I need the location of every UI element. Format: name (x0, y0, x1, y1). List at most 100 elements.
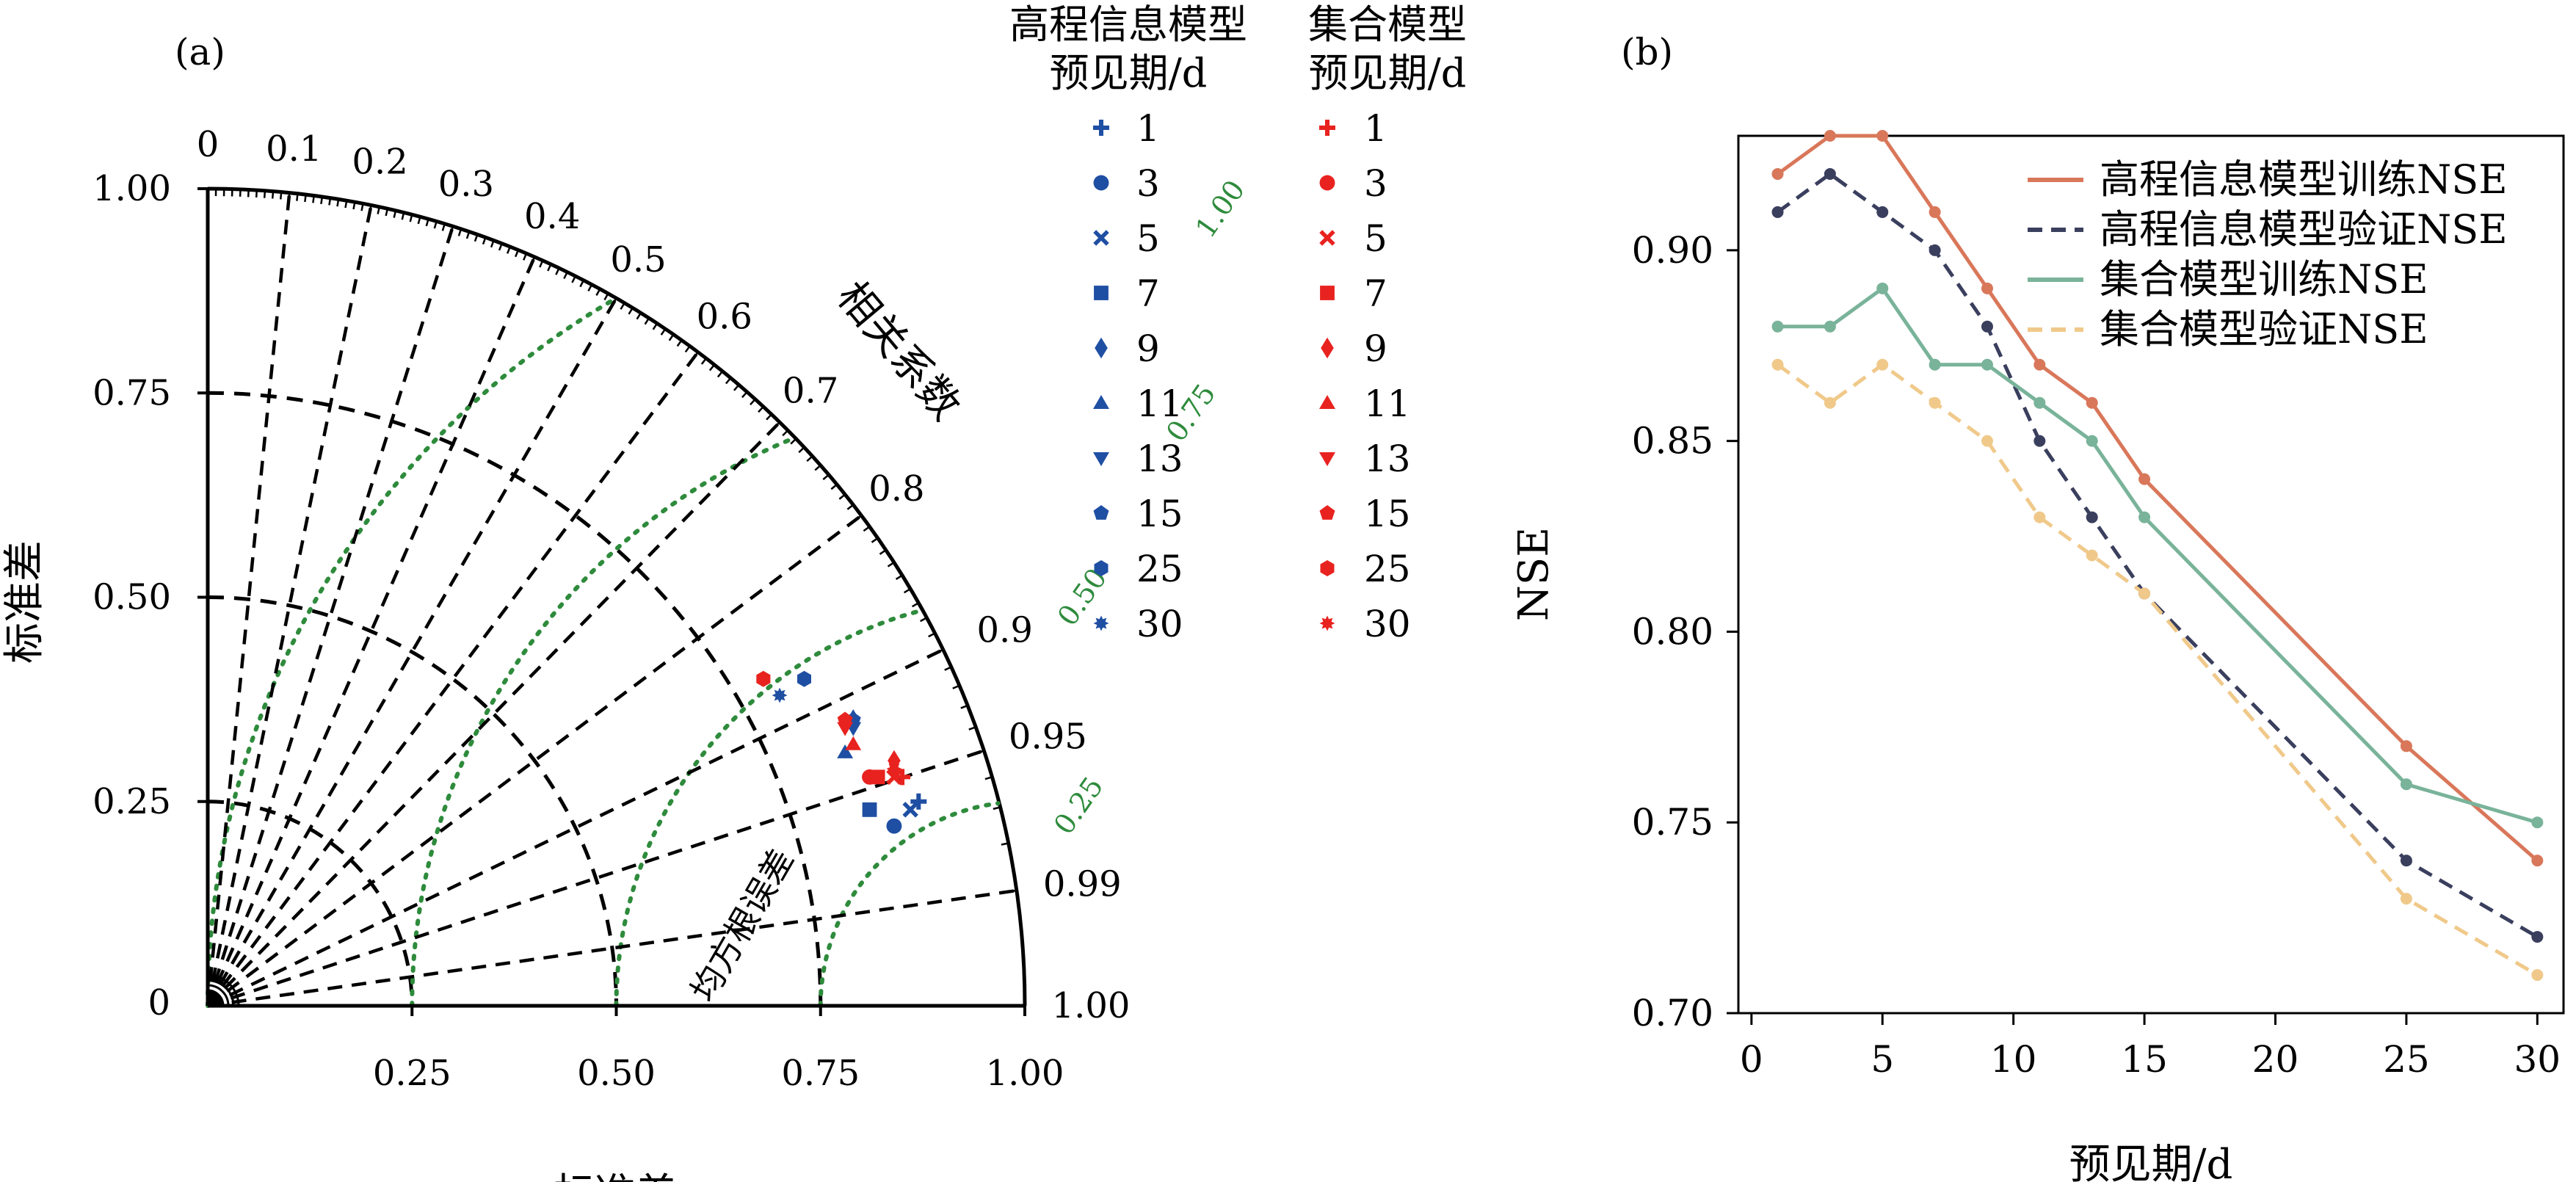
corr-minor-tick (968, 726, 976, 730)
series-point-2 (2400, 778, 2412, 791)
corr-minor-tick (928, 632, 936, 638)
legend-elev-marker-30 (1093, 615, 1109, 631)
elev-point-30 (772, 687, 788, 703)
series-point-1 (2400, 855, 2412, 867)
corr-minor-tick (895, 574, 903, 581)
corr-ray (206, 514, 863, 1007)
corr-minor-tick (465, 231, 471, 239)
legend-elev-marker-1 (1093, 120, 1109, 136)
corr-ray (206, 351, 700, 1007)
corr-minor-tick (879, 549, 887, 555)
corr-minor-tick (385, 208, 389, 217)
series-point-1 (1876, 206, 1889, 218)
taylor-grid: 0.25 0.50 0.75 1.00 0 0.1 0.2 0.3 0.4 0.5 0.6 0.7 0.… (92, 124, 1251, 1094)
x-tick-label-a: 0.25 (373, 1053, 451, 1094)
legend-ens-marker-30 (1319, 615, 1335, 631)
corr-minor-tick (563, 271, 568, 280)
plot-frame-b (1737, 134, 2565, 1015)
corr-minor-tick (612, 297, 617, 305)
legend-elev-marker-7 (1094, 286, 1109, 300)
series-point-0 (2400, 740, 2412, 753)
legend-elev-marker-15 (1093, 505, 1109, 520)
corr-minor-tick (830, 483, 838, 490)
corr-minor-tick (280, 192, 283, 200)
origin-arc (207, 973, 240, 1007)
corr-minor-tick (401, 212, 405, 220)
series-point-0 (2531, 855, 2544, 867)
corr-minor-tick (920, 617, 928, 623)
origin-arc (207, 999, 214, 1007)
corr-minor-tick (984, 776, 993, 780)
corr-minor-tick (750, 398, 756, 406)
series-point-0 (2138, 473, 2151, 485)
legend-ens-label: 9 (1364, 327, 1387, 370)
corr-minor-tick (344, 200, 348, 209)
corr-minor-tick (774, 421, 780, 429)
yaxis-label-a: 标准差 (1, 540, 48, 664)
series-point-1 (2033, 435, 2046, 447)
corr-minor-tick (336, 199, 340, 207)
corr-minor-tick (547, 264, 552, 272)
series-point-3 (1771, 358, 1784, 371)
y-tick-label-a: 0.50 (92, 577, 171, 618)
corr-minor-tick (474, 233, 479, 242)
legend-elev-label: 9 (1136, 327, 1160, 370)
series-point-0 (1981, 282, 1993, 294)
series-point-2 (2531, 816, 2544, 829)
x-tick-label-b: 25 (2383, 1038, 2430, 1081)
series-point-1 (2086, 511, 2098, 523)
legend-elev-marker-25 (1094, 560, 1109, 576)
elev-point-5 (902, 802, 918, 818)
legend-elev-marker-13 (1093, 452, 1109, 466)
legend-ens-marker-1 (1319, 120, 1335, 136)
corr-minor-tick (539, 260, 544, 268)
y-tick-label-b: 0.85 (1632, 420, 1713, 463)
corr-tick-label: 0.1 (266, 128, 322, 170)
corr-minor-tick (417, 216, 421, 225)
ens-point-25 (756, 670, 771, 687)
legend-elev-label: 7 (1136, 272, 1160, 315)
y-tick-label-a: 0.75 (92, 372, 171, 413)
corr-minor-tick (806, 455, 813, 463)
corr-minor-tick (960, 704, 968, 709)
elev-point-3 (886, 818, 902, 834)
corr-ray (206, 297, 618, 1007)
series-point-1 (1981, 320, 1993, 333)
panel-a-label: (a) (175, 31, 225, 73)
corr-minor-tick (814, 464, 821, 471)
corr-minor-tick (255, 189, 258, 198)
legend-ens-marker-5 (1319, 230, 1335, 246)
corr-minor-tick (838, 493, 846, 500)
elev-point-1 (910, 793, 927, 810)
origin-arc (207, 994, 219, 1007)
legend-ens-title-2: 预见期/d (1309, 50, 1467, 96)
corr-minor-tick (684, 345, 691, 353)
corr-minor-tick (733, 384, 740, 391)
corr-minor-tick (708, 363, 716, 371)
legend-elev-label: 1 (1136, 107, 1160, 150)
y-tick-label-b: 0.75 (1632, 801, 1713, 844)
legend-elev-marker-3 (1093, 175, 1109, 191)
ens-point-7 (870, 769, 885, 785)
rmse-arc (614, 609, 921, 1008)
corr-minor-tick (692, 351, 699, 359)
y-tick-label-a: 1.00 (92, 168, 171, 209)
elev-point-11 (837, 744, 854, 758)
corr-minor-tick (911, 602, 919, 608)
corr-minor-tick (716, 370, 724, 378)
x-tick-label-b: 5 (1871, 1038, 1894, 1081)
nse-line-chart: (b) 0 5 10 15 20 25 30 0.70 0.75 0.80 0.85 0.90 预见期… (1510, 31, 2565, 1182)
corr-minor-tick (668, 333, 675, 341)
corr-minor-tick (846, 504, 855, 510)
corr-minor-tick (377, 206, 380, 214)
corr-minor-tick (644, 317, 650, 325)
corr-minor-tick (782, 429, 789, 437)
series-line-0 (1777, 134, 2539, 863)
x-tick-label-a: 0.50 (577, 1053, 656, 1094)
ens-point-11 (845, 736, 862, 750)
corr-minor-tick (523, 253, 528, 261)
ens-point-30 (886, 761, 902, 777)
legend-elev-label: 13 (1136, 438, 1183, 480)
corr-minor-tick (636, 312, 642, 320)
